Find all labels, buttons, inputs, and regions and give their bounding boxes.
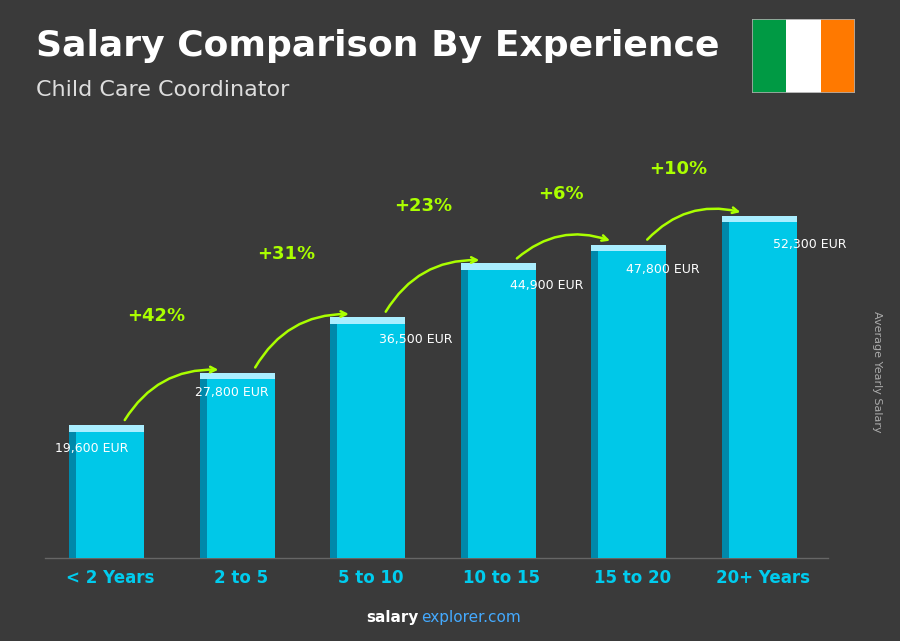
Text: Salary Comparison By Experience: Salary Comparison By Experience (36, 29, 719, 63)
Bar (591, 245, 666, 251)
Bar (330, 317, 405, 324)
Text: +23%: +23% (394, 197, 453, 215)
Bar (330, 324, 338, 558)
Text: Child Care Coordinator: Child Care Coordinator (36, 80, 290, 100)
Bar (461, 270, 468, 558)
Text: +42%: +42% (127, 307, 185, 325)
Text: 36,500 EUR: 36,500 EUR (379, 333, 453, 346)
Bar (729, 222, 796, 558)
Text: 52,300 EUR: 52,300 EUR (773, 238, 847, 251)
Text: explorer.com: explorer.com (421, 610, 521, 625)
Bar (76, 432, 144, 558)
Bar (69, 426, 144, 432)
Bar (722, 216, 796, 222)
Bar (207, 379, 274, 558)
Text: 19,600 EUR: 19,600 EUR (56, 442, 129, 454)
Bar (200, 373, 274, 379)
Text: 27,800 EUR: 27,800 EUR (195, 386, 269, 399)
Bar (821, 19, 855, 93)
Text: Average Yearly Salary: Average Yearly Salary (872, 311, 883, 433)
Bar (598, 251, 666, 558)
Bar (591, 251, 599, 558)
Bar (752, 19, 786, 93)
Bar (69, 432, 76, 558)
Bar (200, 379, 207, 558)
Bar (461, 263, 536, 270)
Bar (722, 222, 729, 558)
Bar (338, 324, 405, 558)
Text: +6%: +6% (537, 185, 583, 203)
Bar (468, 270, 536, 558)
Text: salary: salary (366, 610, 418, 625)
Bar (786, 19, 821, 93)
Text: 47,800 EUR: 47,800 EUR (626, 263, 699, 276)
Text: 44,900 EUR: 44,900 EUR (509, 279, 583, 292)
Text: +31%: +31% (257, 245, 316, 263)
Text: +10%: +10% (649, 160, 707, 178)
